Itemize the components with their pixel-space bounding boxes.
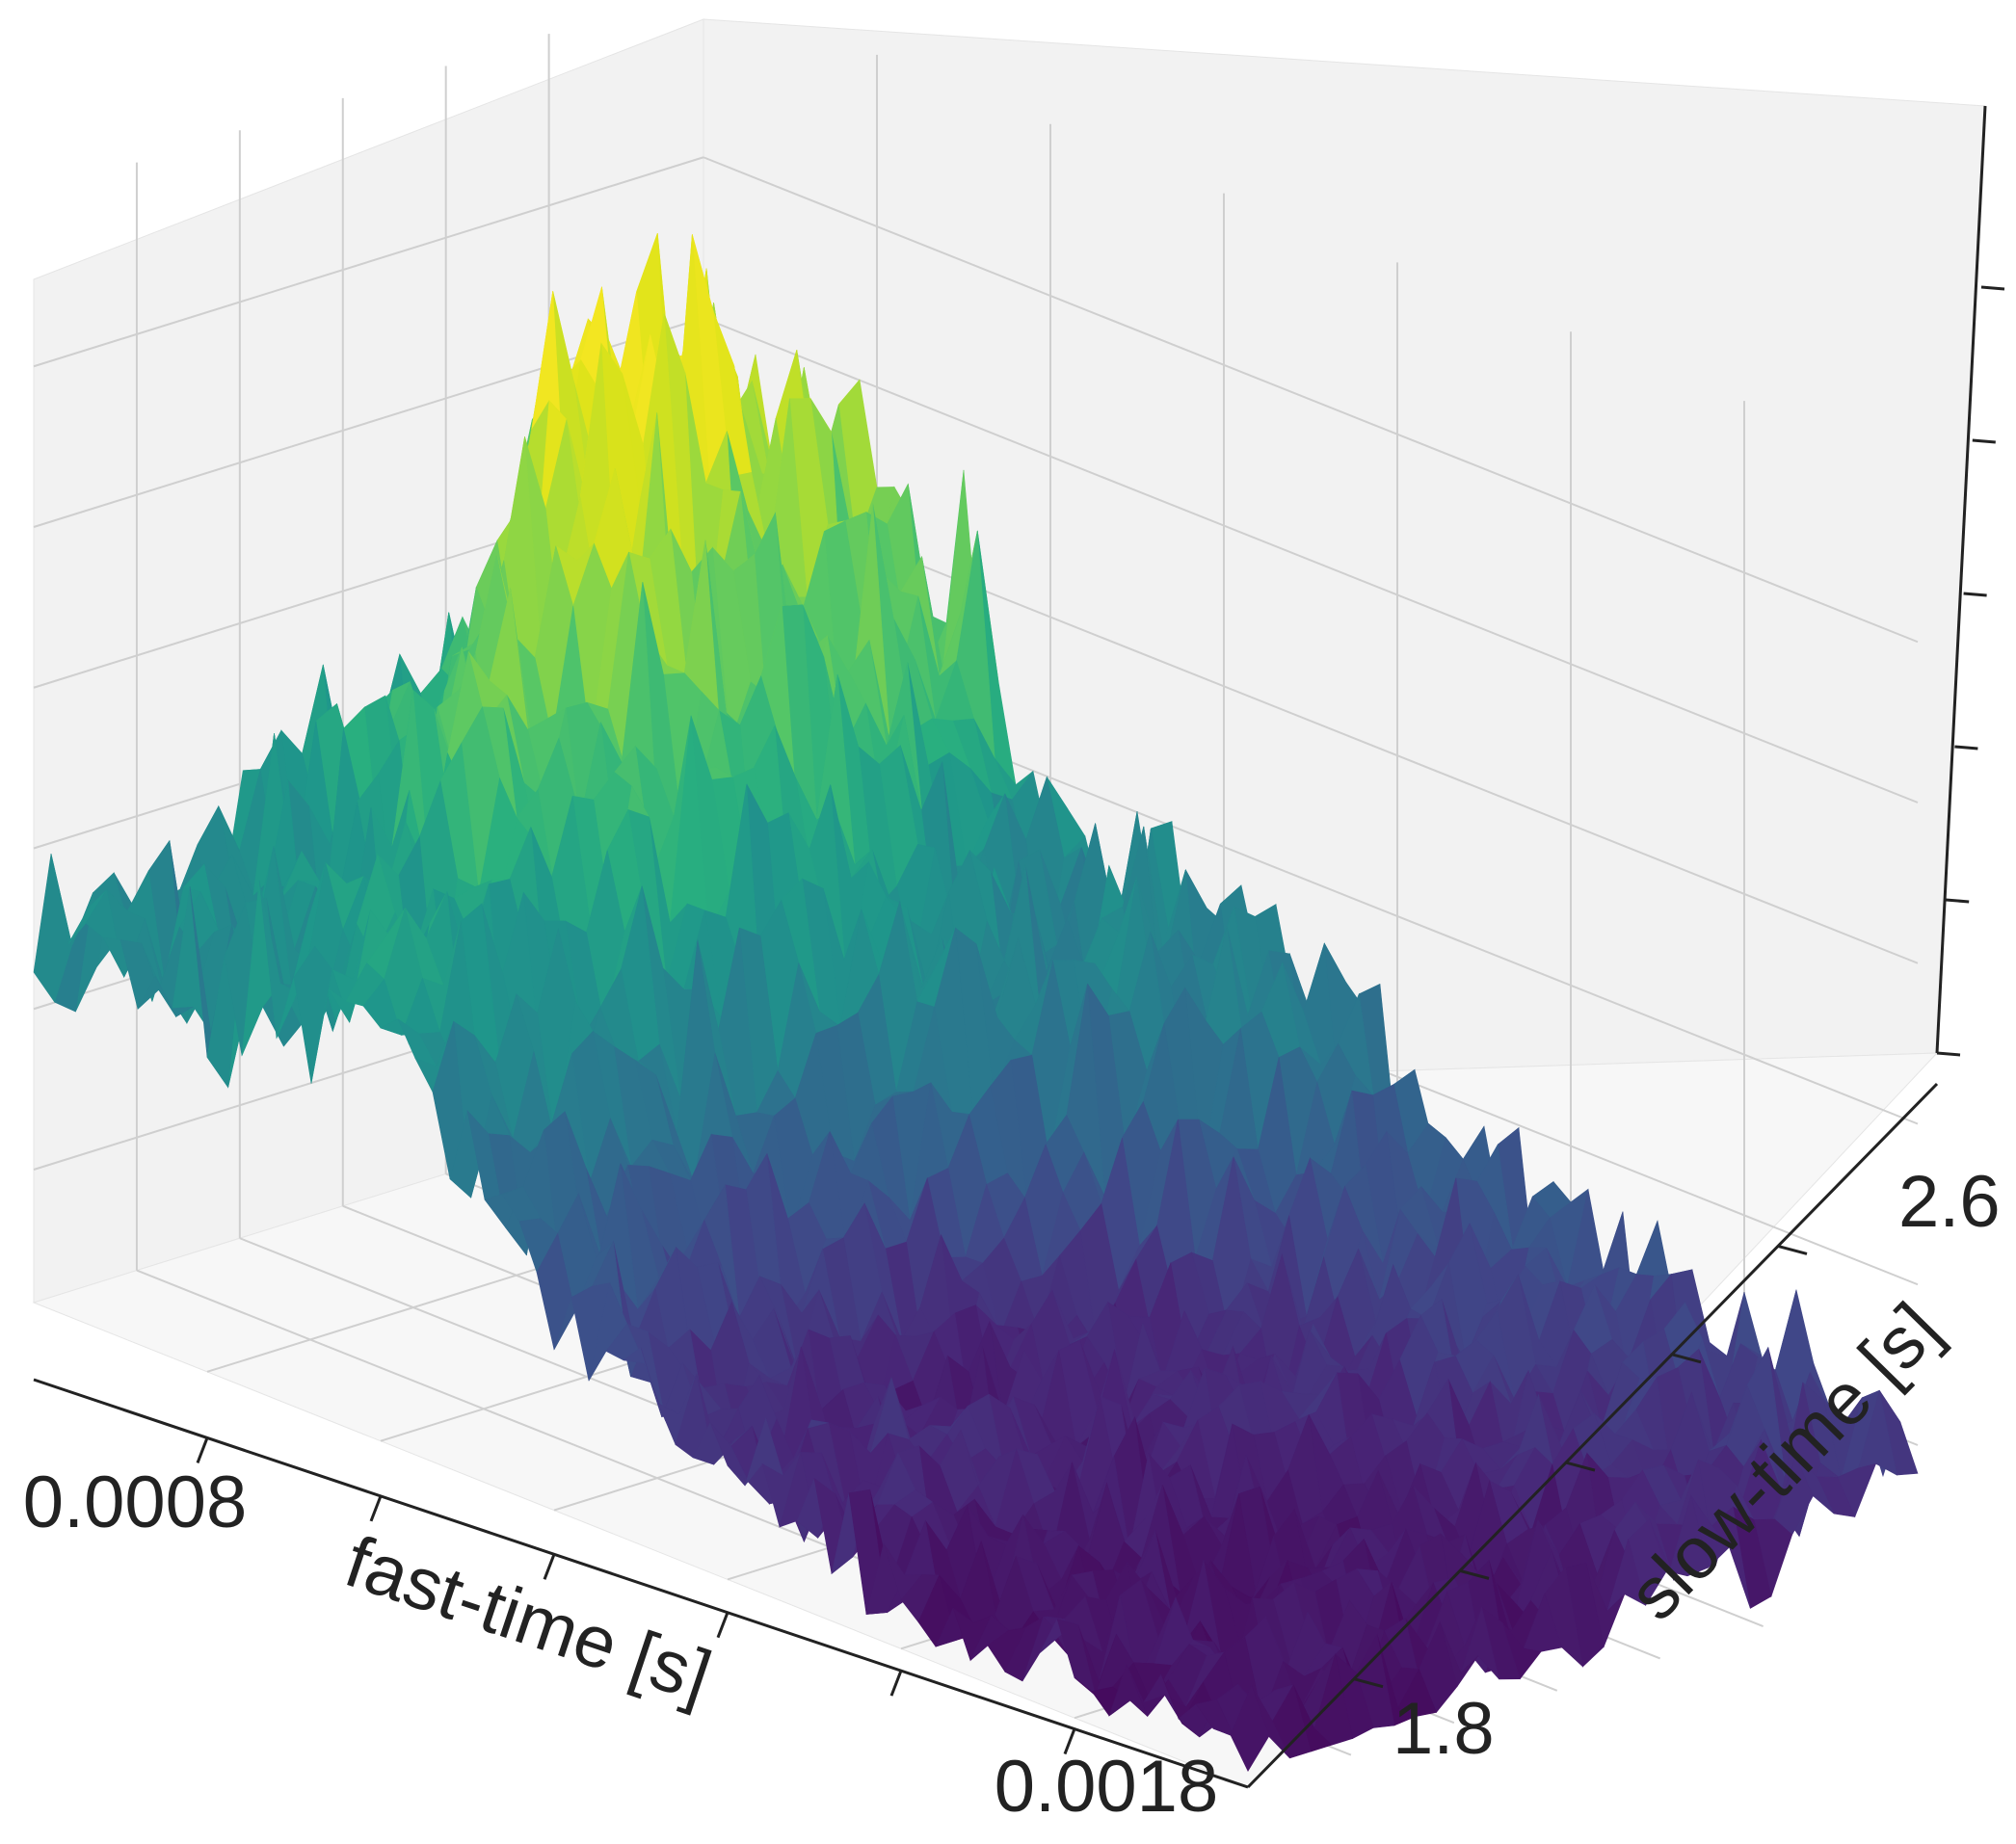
surface [33,232,1919,1773]
z-tick-5 [1980,285,2005,291]
y-ticks [1353,1245,1808,1689]
y-tick-1 [1459,1568,1490,1580]
z-tick-0 [1936,1051,1961,1057]
axes [33,105,2005,1789]
x-tick-1 [369,1495,383,1522]
y-tick-2 [1565,1461,1596,1472]
z-tick-2 [1954,745,1978,751]
x-tick-4 [889,1670,903,1697]
z-ticks [1936,285,2005,1057]
grid-line-left-z-5 [33,156,704,368]
y-tick-3 [1671,1353,1702,1364]
surface-facet [1230,1684,1270,1773]
z-axis-line [1935,105,1987,1054]
y-tick-4 [1777,1245,1808,1255]
y-tick-0 [1353,1677,1384,1689]
y-axis-line [1246,1082,1939,1789]
z-tick-3 [1963,592,1987,597]
x-tick-2 [543,1553,556,1580]
x-axis-line [33,1378,1249,1789]
y-tick-label-1: 2.6 [1898,1161,2001,1243]
x-tick-5 [1063,1728,1076,1755]
grid-line-back-z-5 [703,156,1919,644]
x-tick-0 [196,1436,209,1463]
x-ticks [196,1436,1076,1755]
x-tick-3 [716,1612,729,1639]
y-tick-label-0: 1.8 [1393,1688,1495,1770]
z-tick-4 [1972,438,1996,444]
x-tick-label-1: 0.0018 [995,1746,1218,1828]
z-tick-1 [1946,898,1970,904]
x-tick-label-0: 0.0008 [23,1462,247,1543]
grid-line-back-z-4 [703,317,1919,803]
